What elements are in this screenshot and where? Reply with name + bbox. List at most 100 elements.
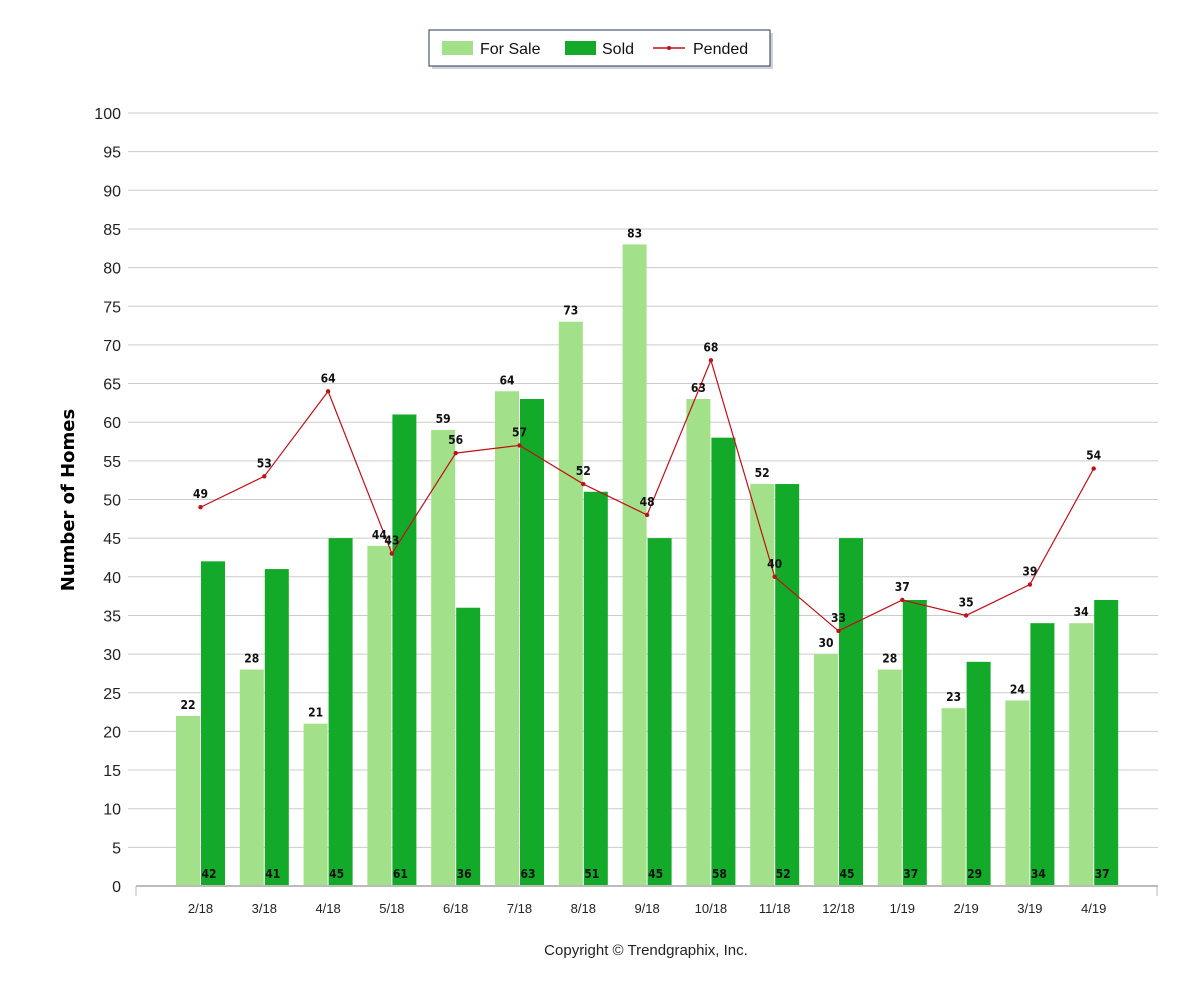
legend-marker (667, 46, 671, 50)
bar-for-sale (941, 708, 966, 886)
bar-sold (264, 569, 289, 886)
label-sold: 45 (648, 867, 663, 881)
label-pended: 49 (193, 487, 208, 501)
legend-swatch (565, 41, 596, 55)
y-tick-label: 15 (103, 763, 121, 780)
x-tick-label: 5/18 (379, 901, 404, 916)
bar-sold (775, 484, 800, 886)
label-pended: 39 (1022, 565, 1037, 579)
label-for-sale: 44 (372, 528, 388, 542)
bar-sold (1030, 623, 1055, 886)
x-tick-label: 4/19 (1081, 901, 1106, 916)
legend-swatch (442, 41, 473, 55)
label-for-sale: 83 (627, 226, 642, 240)
pended-point (1091, 466, 1096, 471)
x-tick-label: 3/19 (1017, 901, 1042, 916)
bar-for-sale (303, 723, 328, 886)
x-tick-label: 1/19 (890, 901, 915, 916)
y-tick-label: 85 (103, 222, 121, 239)
pended-point (772, 574, 777, 579)
data-labels: 22 42 28 41 21 45 44 61 59 36 64 63 73 51 83 45 63 58 52 52… (180, 226, 1109, 881)
pended-point (453, 450, 458, 456)
bar-for-sale (686, 399, 711, 886)
bar-sold (520, 399, 544, 886)
x-axis (135, 885, 1158, 896)
label-sold: 41 (265, 867, 280, 881)
y-axis-label: Number of Homes (58, 409, 79, 591)
label-pended: 64 (321, 371, 337, 385)
pended-point (517, 443, 522, 448)
pended-point (581, 481, 586, 487)
bar-for-sale (1069, 623, 1094, 886)
bar-for-sale (367, 545, 392, 886)
bar-for-sale (814, 654, 838, 886)
label-for-sale: 63 (691, 381, 706, 395)
label-for-sale: 24 (1010, 682, 1026, 696)
label-sold: 52 (776, 867, 791, 881)
label-for-sale: 23 (946, 690, 961, 704)
label-for-sale: 28 (244, 652, 259, 666)
x-tick-label: 12/18 (822, 901, 855, 916)
x-tick-label: 6/18 (443, 901, 468, 916)
label-for-sale: 52 (755, 466, 770, 480)
bar-sold (966, 661, 991, 886)
bar-for-sale (558, 321, 583, 887)
bars (176, 244, 1119, 887)
label-pended: 56 (448, 433, 463, 447)
x-tick-label: 10/18 (695, 901, 728, 916)
y-tick-label: 100 (94, 106, 121, 123)
pended-point (708, 358, 714, 363)
label-sold: 29 (967, 867, 982, 881)
legend-label: Sold (602, 41, 634, 58)
y-tick-label: 40 (103, 570, 121, 587)
x-tick-label: 7/18 (507, 901, 532, 916)
label-for-sale: 34 (1074, 605, 1090, 619)
bar-sold (839, 538, 863, 886)
legend: For Sale Sold Pended (428, 29, 773, 69)
pended-point (900, 597, 905, 603)
label-for-sale: 73 (563, 304, 578, 318)
y-tick-label: 90 (103, 183, 121, 200)
pended-point (198, 505, 203, 510)
label-pended: 43 (384, 534, 399, 548)
pended-point (262, 474, 267, 479)
x-tick-label: 9/18 (634, 901, 659, 916)
y-tick-label: 5 (112, 840, 121, 857)
label-sold: 37 (1095, 867, 1110, 881)
label-sold: 37 (903, 867, 918, 881)
y-tick-label: 55 (103, 454, 121, 471)
bar-sold (647, 538, 672, 886)
pended-point (1027, 582, 1033, 587)
y-tick-label: 45 (103, 531, 121, 548)
bar-for-sale (495, 391, 519, 886)
bar-sold (328, 538, 353, 886)
x-tick-label: 11/18 (759, 901, 791, 916)
label-sold: 63 (520, 867, 535, 881)
bar-sold (456, 607, 481, 886)
y-tick-label: 0 (112, 879, 121, 896)
label-pended: 53 (257, 456, 272, 470)
label-pended: 40 (767, 557, 782, 571)
pended-point (963, 613, 969, 618)
label-sold: 58 (712, 867, 727, 881)
pended-line (198, 358, 1096, 634)
x-tick-label: 8/18 (571, 901, 596, 916)
y-tick-label: 10 (103, 802, 121, 819)
label-sold: 51 (584, 867, 599, 881)
label-pended: 48 (640, 495, 655, 509)
legend-label: For Sale (480, 41, 541, 58)
pended-point (325, 389, 331, 394)
copyright-text: Copyright © Trendgraphix, Inc. (544, 942, 748, 959)
y-tick-label: 25 (103, 686, 121, 703)
label-sold: 45 (329, 867, 344, 881)
y-tick-label: 80 (103, 261, 121, 278)
y-tick-label: 95 (103, 145, 121, 162)
x-tick-label: 2/19 (953, 901, 978, 916)
y-tick-label: 20 (103, 724, 121, 741)
label-for-sale: 64 (499, 373, 515, 387)
bar-sold (1094, 599, 1119, 886)
label-sold: 42 (201, 867, 216, 881)
bar-for-sale (176, 715, 200, 886)
bar-for-sale (239, 669, 264, 886)
